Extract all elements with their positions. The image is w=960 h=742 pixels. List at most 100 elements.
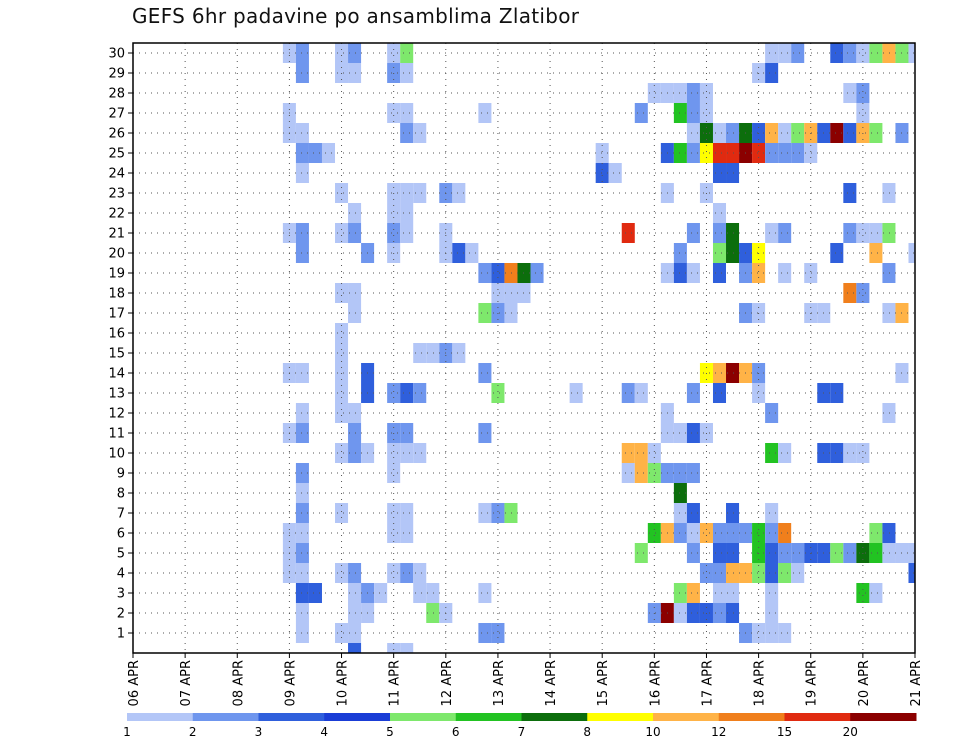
precip-cell xyxy=(673,583,687,603)
precip-cell xyxy=(765,583,779,603)
precip-cell xyxy=(726,143,740,163)
colorbar-label: 4 xyxy=(320,725,328,739)
precip-cell xyxy=(869,123,883,143)
precip-cell xyxy=(856,283,870,303)
precip-cell xyxy=(504,503,518,523)
colorbar: 1 2 3 4 5 6 7 8 10 12 15 20 xyxy=(123,713,917,739)
precip-cell xyxy=(413,583,427,603)
precip-cell xyxy=(778,623,792,643)
precip-cell xyxy=(882,223,896,243)
y-tick-label: 15 xyxy=(108,347,125,362)
precip-cell xyxy=(647,83,661,103)
precip-cell xyxy=(387,643,401,653)
y-tick-label: 1 xyxy=(117,627,125,642)
precip-cell xyxy=(348,603,362,623)
colorbar-swatch xyxy=(455,713,522,721)
y-tick-label: 19 xyxy=(108,267,125,282)
precip-cell xyxy=(478,103,492,123)
precip-cell xyxy=(699,143,713,163)
precip-cell xyxy=(348,303,362,323)
precip-cell xyxy=(400,443,414,463)
precip-cell xyxy=(478,503,492,523)
precip-cell xyxy=(908,43,915,63)
precip-cell xyxy=(634,443,648,463)
precip-cell xyxy=(400,103,414,123)
y-tick-label: 17 xyxy=(108,307,125,322)
precip-cell xyxy=(686,83,700,103)
x-tick-label: 18 APR xyxy=(753,660,768,706)
x-tick-label: 16 APR xyxy=(648,660,663,706)
precip-cell xyxy=(348,443,362,463)
precip-cell xyxy=(335,563,349,583)
precip-cell xyxy=(726,363,740,383)
precip-cell xyxy=(686,383,700,403)
precip-cell xyxy=(882,183,896,203)
x-tick-label: 09 APR xyxy=(283,660,298,706)
precip-cell xyxy=(400,523,414,543)
y-tick-label: 25 xyxy=(108,147,125,162)
precip-cell xyxy=(856,223,870,243)
precip-cell xyxy=(726,163,740,183)
precip-cell xyxy=(504,303,518,323)
y-tick-label: 26 xyxy=(108,127,125,142)
precip-cell xyxy=(856,443,870,463)
precip-cell xyxy=(843,443,857,463)
precip-cell xyxy=(413,383,427,403)
precip-cell xyxy=(712,363,727,383)
precip-cell xyxy=(387,463,401,483)
precip-cell xyxy=(765,543,779,563)
y-tick-label: 18 xyxy=(108,287,125,302)
colorbar-label: 10 xyxy=(645,725,660,739)
precip-cell xyxy=(908,543,915,563)
precip-cell xyxy=(491,283,505,303)
y-tick-label: 30 xyxy=(108,47,125,62)
precip-cell xyxy=(295,483,309,503)
precip-cell xyxy=(387,503,401,523)
precip-cell xyxy=(765,563,779,583)
precip-cell xyxy=(856,83,870,103)
precip-cell xyxy=(830,543,844,563)
precip-cell xyxy=(348,63,362,83)
colorbar-swatch xyxy=(587,713,654,721)
y-tick-label: 20 xyxy=(108,247,125,262)
precip-cell xyxy=(308,143,322,163)
precip-cell xyxy=(686,143,700,163)
precip-cell xyxy=(699,103,713,123)
precip-cell xyxy=(348,403,362,423)
precip-cell xyxy=(348,203,362,223)
precip-cell xyxy=(491,263,505,283)
precip-cell xyxy=(335,343,349,363)
precip-cell xyxy=(765,403,779,423)
precip-cell xyxy=(426,343,440,363)
precip-cell xyxy=(295,363,309,383)
y-tick-label: 11 xyxy=(108,427,125,442)
precip-cell xyxy=(765,503,779,523)
precip-cell xyxy=(295,423,309,443)
precip-cell xyxy=(673,463,687,483)
precip-cell xyxy=(387,203,401,223)
y-tick-label: 12 xyxy=(108,407,125,422)
precip-cell xyxy=(726,603,740,623)
precip-cell xyxy=(621,463,635,483)
precip-cell xyxy=(830,383,844,403)
precip-cell xyxy=(882,263,896,283)
precip-cell xyxy=(843,223,857,243)
precip-cell xyxy=(387,223,401,243)
precip-cell xyxy=(882,523,896,543)
precip-cell xyxy=(778,543,792,563)
precip-cell xyxy=(830,443,844,463)
precip-cell xyxy=(374,583,388,603)
colorbar-label: 20 xyxy=(843,725,858,739)
x-tick-label: 12 APR xyxy=(440,660,455,706)
x-tick-label: 15 APR xyxy=(596,660,611,706)
precip-cell xyxy=(295,523,309,543)
colorbar-swatch xyxy=(653,713,720,721)
precip-cell xyxy=(504,263,518,283)
precip-cell xyxy=(595,163,609,183)
precip-cell xyxy=(673,603,687,623)
precip-cell xyxy=(712,583,727,603)
precip-cell xyxy=(869,43,883,63)
precip-cell xyxy=(295,583,309,603)
precip-cell xyxy=(856,103,870,123)
precip-cell xyxy=(686,463,700,483)
